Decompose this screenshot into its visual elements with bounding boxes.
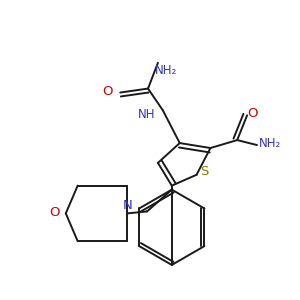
- Text: O: O: [50, 206, 60, 219]
- Text: N: N: [122, 199, 132, 212]
- Text: O: O: [102, 85, 112, 98]
- Text: NH₂: NH₂: [155, 64, 177, 77]
- Text: O: O: [247, 107, 257, 120]
- Text: NH: NH: [137, 108, 155, 121]
- Text: NH₂: NH₂: [259, 136, 281, 150]
- Text: S: S: [200, 165, 209, 178]
